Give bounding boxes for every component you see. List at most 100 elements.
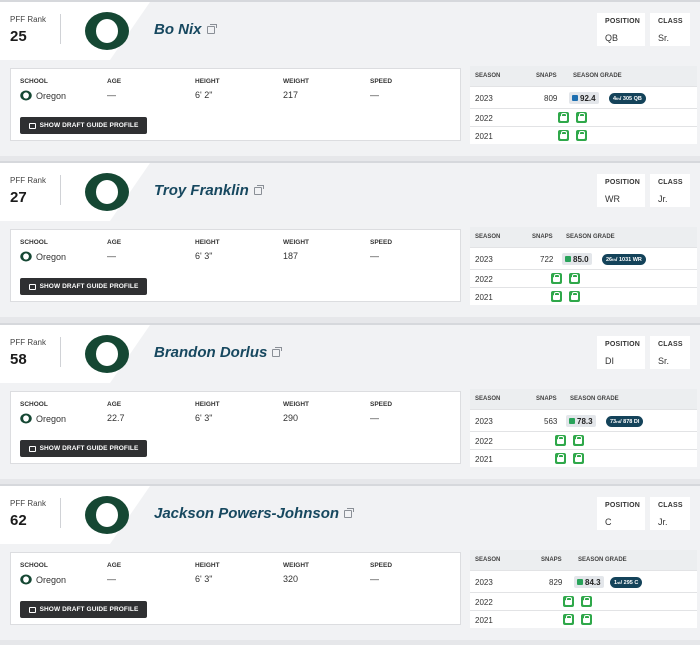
draft-button-label: SHOW DRAFT GUIDE PROFILE (39, 445, 139, 452)
position-label: POSITION (605, 179, 641, 186)
speed-label: SPEED (370, 239, 393, 246)
lock-icon[interactable] (563, 614, 574, 625)
school-logo-icon (20, 413, 32, 424)
season-grade-header: SEASON GRADE (573, 73, 622, 79)
school-value: Oregon (20, 574, 66, 585)
rank-suffix: st (617, 580, 621, 585)
book-icon (28, 606, 36, 613)
speed-value: — (370, 413, 379, 423)
pff-rank-label: PFF Rank (10, 176, 47, 185)
player-name-link[interactable]: Bo Nix (154, 21, 217, 38)
lock-icon[interactable] (581, 596, 592, 607)
player-name-link[interactable]: Jackson Powers-Johnson (154, 505, 355, 522)
school-value: Oregon (20, 251, 66, 262)
grade-value: 78.3 (577, 416, 593, 426)
season-grade-header: SEASON GRADE (566, 234, 615, 240)
height-label: HEIGHT (195, 562, 220, 569)
lock-icon[interactable] (563, 596, 574, 607)
rank-ordinal: 73 (610, 418, 617, 425)
school-name: Oregon (36, 90, 67, 101)
season-header: SEASON (475, 396, 501, 402)
divider (60, 175, 61, 205)
show-draft-guide-button[interactable]: SHOW DRAFT GUIDE PROFILE (20, 440, 147, 457)
pff-rank-value: 58 (10, 351, 27, 368)
lock-icon[interactable] (576, 112, 587, 123)
grade-value: 84.3 (585, 577, 601, 587)
season-year: 2022 (475, 275, 493, 284)
grade-badge: 84.3 (574, 576, 604, 588)
lock-icon[interactable] (555, 453, 566, 464)
class-box: CLASS Sr. (650, 336, 690, 369)
player-name-link[interactable]: Brandon Dorlus (154, 344, 283, 361)
height-value: 6' 3" (195, 251, 213, 261)
height-value: 6' 3" (195, 574, 213, 584)
school-label: SCHOOL (20, 562, 48, 569)
grade-color-icon (569, 418, 575, 424)
team-logo-icon (85, 12, 129, 50)
school-logo-icon (20, 251, 32, 262)
rank-ordinal: 1 (614, 579, 618, 586)
show-draft-guide-button[interactable]: SHOW DRAFT GUIDE PROFILE (20, 278, 147, 295)
snaps-header: SNAPS (532, 234, 553, 240)
show-draft-guide-button[interactable]: SHOW DRAFT GUIDE PROFILE (20, 601, 147, 618)
class-value: Sr. (658, 356, 670, 366)
height-label: HEIGHT (195, 239, 220, 246)
grade-badge: 78.3 (566, 415, 596, 427)
position-value: C (605, 517, 612, 527)
pff-rank-label: PFF Rank (10, 15, 47, 24)
class-value: Jr. (658, 194, 668, 204)
school-name: Oregon (36, 413, 67, 424)
grades-header: SEASON SNAPS SEASON GRADE (470, 227, 697, 247)
external-link-icon (272, 346, 283, 357)
lock-icon[interactable] (569, 273, 580, 284)
rank-suffix: rd (616, 419, 621, 424)
age-label: AGE (107, 562, 122, 569)
player-info-panel: SCHOOL AGE HEIGHT WEIGHT SPEED Oregon — … (10, 552, 461, 625)
position-label: POSITION (605, 502, 641, 509)
season-year: 2023 (475, 94, 493, 103)
rank-ordinal: 26 (606, 256, 613, 263)
season-grades-table: SEASON SNAPS SEASON GRADE 2023 809 92.4 4… (470, 66, 697, 144)
school-value: Oregon (20, 90, 66, 101)
rank-total: / 878 DI (620, 418, 640, 425)
player-name-link[interactable]: Troy Franklin (154, 182, 264, 199)
rank-total: / 1031 WR (615, 256, 642, 263)
lock-icon[interactable] (558, 112, 569, 123)
lock-icon[interactable] (581, 614, 592, 625)
lock-icon[interactable] (576, 130, 587, 141)
snaps-value: 722 (540, 255, 554, 264)
snaps-header: SNAPS (536, 73, 557, 79)
school-logo-icon (20, 90, 32, 101)
class-label: CLASS (658, 502, 683, 509)
age-value: — (107, 574, 116, 584)
position-box: POSITION QB (597, 13, 645, 46)
weight-value: 217 (283, 90, 299, 100)
lock-icon[interactable] (551, 273, 562, 284)
player-info-panel: SCHOOL AGE HEIGHT WEIGHT SPEED Oregon — … (10, 68, 461, 141)
pff-rank-value: 27 (10, 189, 27, 206)
lock-icon[interactable] (573, 435, 584, 446)
weight-value: 290 (283, 413, 299, 423)
lock-icon[interactable] (569, 291, 580, 302)
height-label: HEIGHT (195, 78, 220, 85)
season-grades-table: SEASON SNAPS SEASON GRADE 2023 829 84.3 1… (470, 550, 697, 628)
rank-suffix: th (616, 96, 620, 101)
lock-icon[interactable] (555, 435, 566, 446)
show-draft-guide-button[interactable]: SHOW DRAFT GUIDE PROFILE (20, 117, 147, 134)
weight-label: WEIGHT (283, 78, 309, 85)
school-label: SCHOOL (20, 78, 48, 85)
grade-value: 92.4 (580, 93, 596, 103)
pff-rank-value: 25 (10, 28, 27, 45)
snaps-header: SNAPS (536, 396, 557, 402)
school-value: Oregon (20, 413, 66, 424)
weight-label: WEIGHT (283, 562, 309, 569)
school-logo-icon (20, 574, 32, 585)
season-row: 2021 (470, 610, 697, 628)
player-name: Troy Franklin (154, 182, 249, 199)
pff-rank-label: PFF Rank (10, 338, 47, 347)
lock-icon[interactable] (551, 291, 562, 302)
lock-icon[interactable] (558, 130, 569, 141)
lock-icon[interactable] (573, 453, 584, 464)
